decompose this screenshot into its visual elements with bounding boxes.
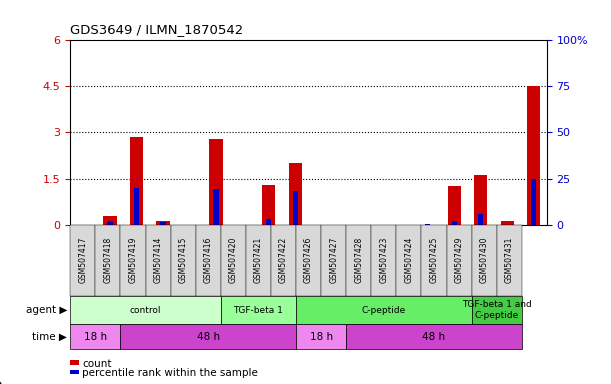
Bar <box>500 221 514 225</box>
Text: GSM507426: GSM507426 <box>304 237 313 283</box>
Bar <box>474 175 488 225</box>
Text: GSM507429: GSM507429 <box>455 237 464 283</box>
Bar <box>209 139 222 225</box>
Bar <box>452 221 457 225</box>
Bar <box>447 186 461 225</box>
Text: GSM507421: GSM507421 <box>254 237 263 283</box>
Text: GSM507415: GSM507415 <box>178 237 188 283</box>
Text: GSM507427: GSM507427 <box>329 237 338 283</box>
Text: GSM507431: GSM507431 <box>505 237 514 283</box>
Text: count: count <box>82 359 112 369</box>
Bar <box>134 188 139 225</box>
Text: percentile rank within the sample: percentile rank within the sample <box>82 368 258 378</box>
Text: GSM507430: GSM507430 <box>480 237 489 283</box>
Text: 48 h: 48 h <box>422 332 445 342</box>
Text: GSM507419: GSM507419 <box>128 237 137 283</box>
Bar <box>130 137 143 225</box>
Text: GSM507416: GSM507416 <box>203 237 213 283</box>
Text: 18 h: 18 h <box>310 332 332 342</box>
Text: GSM507417: GSM507417 <box>78 237 87 283</box>
Text: 18 h: 18 h <box>84 332 107 342</box>
Bar <box>425 224 430 225</box>
Text: TGF-beta 1: TGF-beta 1 <box>233 306 284 314</box>
Bar <box>531 179 536 225</box>
Bar <box>156 221 170 225</box>
Text: 48 h: 48 h <box>197 332 220 342</box>
Text: GSM507420: GSM507420 <box>229 237 238 283</box>
Bar <box>108 221 112 225</box>
Bar <box>478 214 483 225</box>
Text: control: control <box>130 306 161 314</box>
Text: TGF-beta 1 and
C-peptide: TGF-beta 1 and C-peptide <box>462 300 532 320</box>
Text: GSM507428: GSM507428 <box>354 237 363 283</box>
Bar <box>262 185 276 225</box>
Text: GSM507418: GSM507418 <box>103 237 112 283</box>
Text: C-peptide: C-peptide <box>362 306 406 314</box>
Text: GSM507423: GSM507423 <box>379 237 389 283</box>
Text: GDS3649 / ILMN_1870542: GDS3649 / ILMN_1870542 <box>70 23 244 36</box>
Bar <box>266 219 271 225</box>
Text: agent ▶: agent ▶ <box>26 305 67 315</box>
Bar <box>289 163 302 225</box>
Bar <box>103 216 117 225</box>
Bar <box>293 191 298 225</box>
Text: GSM507425: GSM507425 <box>430 237 439 283</box>
Bar <box>527 86 540 225</box>
Text: GSM507414: GSM507414 <box>153 237 163 283</box>
Text: GSM507422: GSM507422 <box>279 237 288 283</box>
Text: time ▶: time ▶ <box>32 332 67 342</box>
Bar <box>160 222 166 225</box>
Bar <box>213 189 219 225</box>
Text: GSM507424: GSM507424 <box>404 237 414 283</box>
